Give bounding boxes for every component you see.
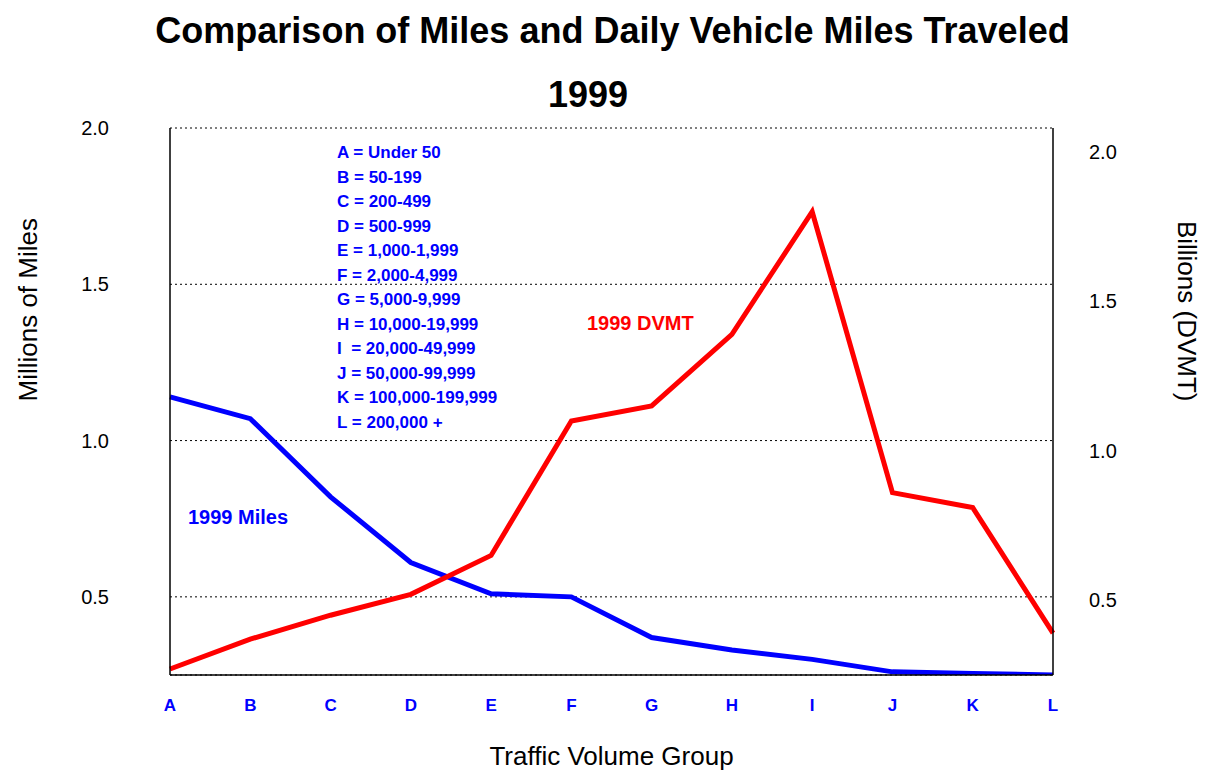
html-text:A = Under 50: A = Under 50 xyxy=(337,143,441,162)
svg-text:J: J xyxy=(888,696,897,715)
svg-text:E: E xyxy=(485,696,496,715)
svg-text:G: G xyxy=(645,696,658,715)
svg-text:A: A xyxy=(164,696,176,715)
html-text:C = 200-499: C = 200-499 xyxy=(337,192,431,211)
svg-text:1.5: 1.5 xyxy=(1089,290,1117,312)
svg-text:1.0: 1.0 xyxy=(81,430,109,452)
html-text:G = 5,000-9,999: G = 5,000-9,999 xyxy=(337,290,461,309)
svg-text:D: D xyxy=(405,696,417,715)
html-text:L = 200,000 +: L = 200,000 + xyxy=(337,412,443,432)
svg-text:B: B xyxy=(244,696,256,715)
svg-text:C: C xyxy=(324,696,336,715)
html-text:D = 500-999: D = 500-999 xyxy=(337,216,431,236)
html-text:1999 DVMT: 1999 DVMT xyxy=(587,312,694,334)
html-text:1999: 1999 xyxy=(548,74,628,115)
html-text:J = 50,000-99,999: J = 50,000-99,999 xyxy=(337,363,476,383)
svg-text:Traffic Volume Group: Traffic Volume Group xyxy=(489,741,733,770)
html-text:1999 Miles: 1999 Miles xyxy=(188,506,289,528)
svg-text:H: H xyxy=(726,696,738,715)
svg-text:F: F xyxy=(566,696,576,715)
html-text:F = 2,000-4,999: F = 2,000-4,999 xyxy=(337,265,458,285)
html-text:K = 100,000-199,999: K = 100,000-199,999 xyxy=(337,388,498,407)
svg-text:0.5: 0.5 xyxy=(1089,589,1117,611)
svg-text:K: K xyxy=(967,696,980,715)
svg-text:I: I xyxy=(810,696,815,715)
svg-text:L: L xyxy=(1048,696,1058,715)
html-text:I = 20,000-49,999: I = 20,000-49,999 xyxy=(337,339,476,358)
svg-text:Billions (DVMT): Billions (DVMT) xyxy=(1172,221,1202,402)
html-text:Comparison of Miles and Daily: Comparison of Miles and Daily Vehicle Mi… xyxy=(155,10,1070,51)
html-text:B = 50-199: B = 50-199 xyxy=(337,167,422,187)
svg-text:2.0: 2.0 xyxy=(81,117,109,139)
svg-text:2.0: 2.0 xyxy=(1089,141,1117,163)
html-text:E = 1,000-1,999: E = 1,000-1,999 xyxy=(337,241,459,260)
svg-text:Millions of Miles: Millions of Miles xyxy=(13,218,43,402)
svg-text:1.5: 1.5 xyxy=(81,273,109,295)
svg-text:0.5: 0.5 xyxy=(81,586,109,608)
html-text:H = 10,000-19,999: H = 10,000-19,999 xyxy=(337,314,479,334)
svg-text:1.0: 1.0 xyxy=(1089,440,1117,462)
